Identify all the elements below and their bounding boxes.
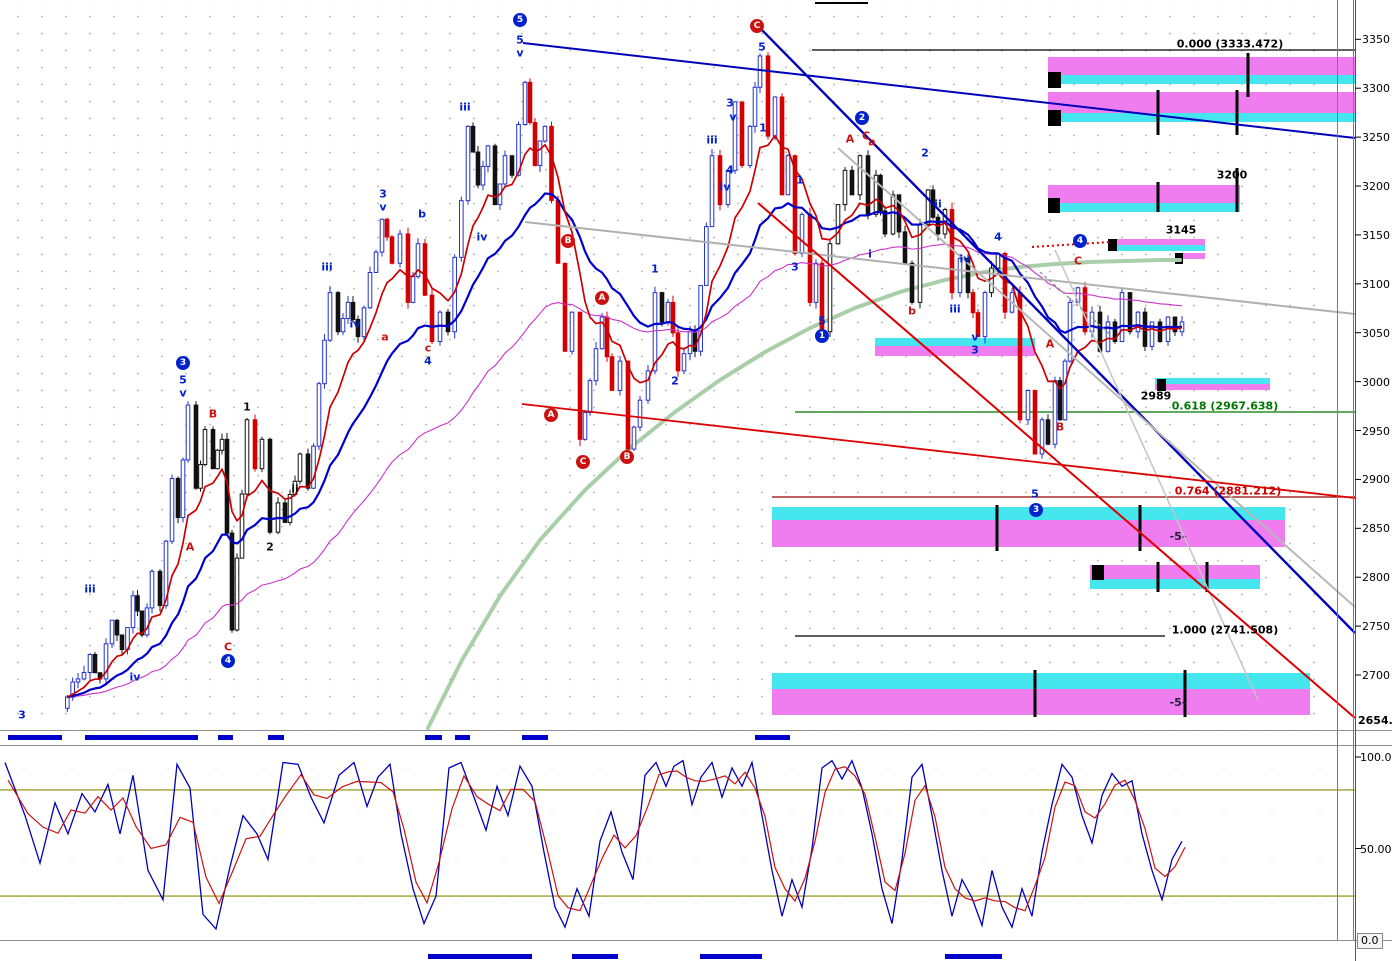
signal-bar [85,735,198,740]
zone-band[interactable] [1048,113,1355,122]
zone-anchor-square[interactable] [1048,72,1061,88]
zone-band[interactable] [772,689,1310,715]
ma-slow-blue-line [67,192,1183,699]
signal-bar [8,735,62,740]
zone-band[interactable] [1090,579,1260,589]
zone-band[interactable] [875,338,1035,346]
signal-bar [428,954,532,959]
signal-bar [522,735,548,740]
trendline[interactable] [524,221,1356,315]
signal-bar [700,954,762,959]
trendline[interactable] [837,147,1356,608]
zone-band[interactable] [1155,384,1270,390]
axis-ticks [1355,38,1361,849]
signal-bars-layer [8,735,1002,959]
zone-band[interactable] [1048,185,1240,203]
trendline[interactable] [756,24,1356,634]
signal-bar [218,735,233,740]
zone-band[interactable] [772,673,1310,689]
zone-anchor-square[interactable] [1108,239,1117,251]
signal-bar [455,735,470,740]
trendline[interactable] [1039,271,1113,337]
ma-magenta-line [67,243,1183,698]
ma-green-line [426,258,1182,730]
candles-layer [65,52,1185,712]
zone-anchor-square[interactable] [1048,110,1061,126]
zone-band[interactable] [772,507,1285,520]
oscillator-blue-line [4,759,1183,931]
zone-band[interactable] [1090,565,1260,579]
zone-band[interactable] [1108,245,1205,251]
signal-bar [425,735,442,740]
oscillator-red-line [7,766,1186,912]
zone-anchor-square[interactable] [1048,198,1060,213]
zone-band[interactable] [1175,253,1205,259]
trendline[interactable] [521,403,1356,499]
signal-bar [572,954,618,959]
zone-band[interactable] [1048,57,1355,75]
zone-anchor-square[interactable] [1157,379,1166,391]
zone-band[interactable] [1048,92,1355,113]
fib-layer [772,49,1355,637]
zone-band[interactable] [1108,239,1205,245]
trendline[interactable] [522,42,1356,139]
signal-bar [945,954,1002,959]
zone-band[interactable] [772,520,1285,547]
trendline[interactable] [1031,241,1111,248]
trendline[interactable] [757,202,1356,719]
zone-count-label: -5- [1170,696,1187,709]
oscillator-lines [0,759,1355,931]
zone-band[interactable] [1155,378,1270,384]
zone-band[interactable] [1048,203,1240,212]
zone-anchor-square[interactable] [1092,565,1104,580]
zone-band[interactable] [1048,75,1355,84]
zone-band[interactable] [875,346,1035,356]
zones-layer: -5--5- [772,57,1355,717]
signal-bar [755,735,790,740]
trendlines-layer [521,2,1356,719]
signal-bar [268,735,284,740]
